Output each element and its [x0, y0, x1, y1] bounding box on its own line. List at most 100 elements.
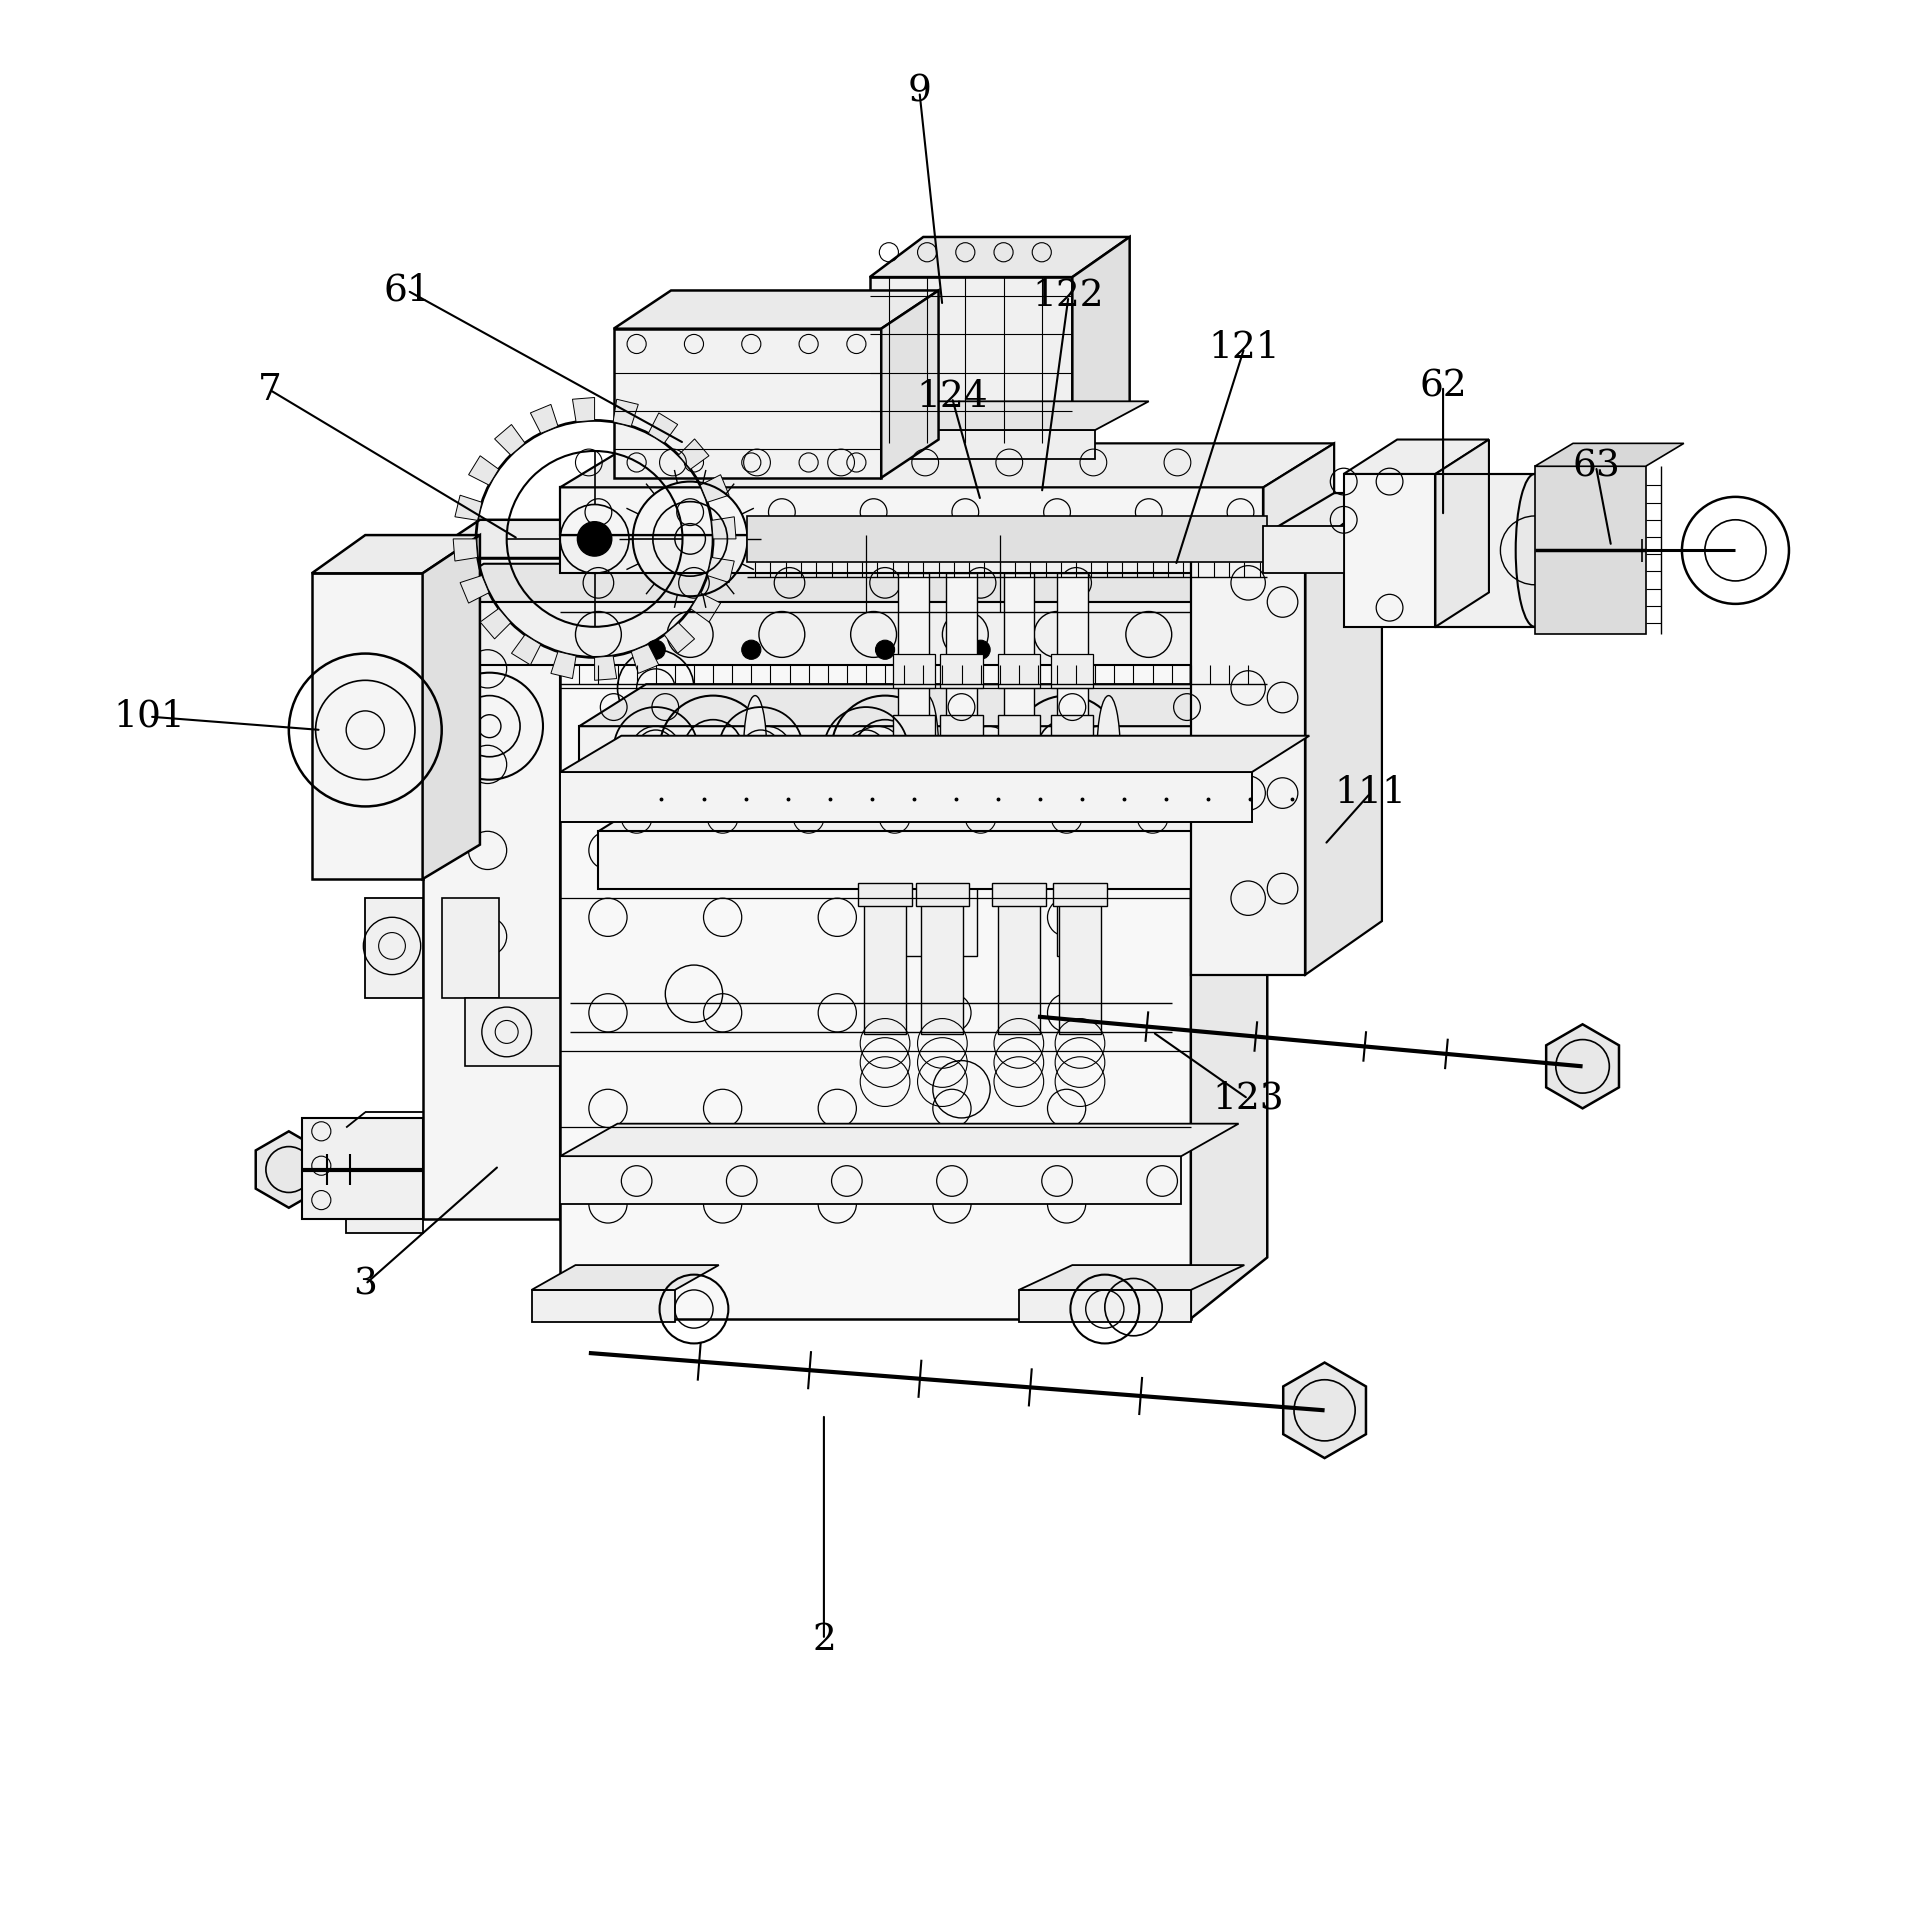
Polygon shape — [560, 493, 1267, 554]
Text: 124: 124 — [915, 380, 988, 415]
Polygon shape — [1258, 784, 1335, 889]
Polygon shape — [256, 1131, 321, 1208]
Polygon shape — [869, 277, 1073, 443]
Polygon shape — [531, 1265, 719, 1290]
Polygon shape — [560, 1124, 1238, 1156]
Polygon shape — [579, 726, 1248, 774]
Polygon shape — [613, 399, 638, 426]
Polygon shape — [598, 831, 1258, 889]
Polygon shape — [1190, 554, 1306, 975]
Bar — [992, 883, 1046, 906]
Bar — [1058, 573, 1088, 956]
Ellipse shape — [744, 696, 767, 803]
Polygon shape — [846, 430, 1096, 459]
Polygon shape — [1019, 1290, 1190, 1322]
Polygon shape — [679, 440, 710, 470]
Ellipse shape — [1098, 696, 1119, 803]
Polygon shape — [481, 608, 512, 638]
Bar — [1052, 654, 1094, 688]
Polygon shape — [1535, 443, 1685, 466]
Bar — [1060, 891, 1102, 1034]
Polygon shape — [1344, 440, 1488, 474]
Polygon shape — [423, 535, 481, 879]
Polygon shape — [1535, 466, 1646, 634]
Bar — [892, 715, 935, 787]
Circle shape — [971, 640, 990, 659]
Polygon shape — [1263, 526, 1344, 573]
Bar — [892, 654, 935, 688]
Bar — [946, 573, 977, 956]
Polygon shape — [1435, 440, 1488, 627]
Bar — [921, 891, 963, 1034]
Bar — [998, 891, 1040, 1034]
Polygon shape — [365, 803, 423, 870]
Bar — [858, 883, 912, 906]
Ellipse shape — [1515, 474, 1554, 627]
Polygon shape — [700, 474, 729, 503]
Polygon shape — [881, 290, 938, 478]
Text: 62: 62 — [1419, 369, 1467, 403]
Polygon shape — [1546, 1024, 1619, 1108]
Polygon shape — [560, 736, 1310, 772]
Polygon shape — [560, 520, 621, 1219]
Polygon shape — [302, 1118, 423, 1219]
Bar — [998, 654, 1040, 688]
Polygon shape — [456, 495, 483, 520]
Text: 123: 123 — [1211, 1082, 1285, 1116]
Text: 3: 3 — [354, 1267, 377, 1301]
Bar — [898, 573, 929, 956]
Polygon shape — [748, 516, 1267, 562]
Polygon shape — [690, 592, 721, 621]
Polygon shape — [312, 535, 481, 573]
Polygon shape — [846, 401, 1148, 430]
Polygon shape — [594, 655, 617, 680]
Polygon shape — [648, 413, 677, 443]
Polygon shape — [1344, 474, 1435, 627]
Text: 101: 101 — [113, 699, 185, 734]
Polygon shape — [1435, 474, 1535, 627]
Bar — [1004, 573, 1035, 956]
Polygon shape — [869, 237, 1129, 277]
Polygon shape — [631, 644, 660, 673]
Bar — [1054, 883, 1108, 906]
Polygon shape — [423, 602, 1267, 665]
Polygon shape — [613, 290, 938, 329]
Polygon shape — [442, 898, 500, 998]
Text: 9: 9 — [908, 75, 931, 109]
Polygon shape — [613, 329, 881, 478]
Polygon shape — [423, 564, 1325, 602]
Text: 111: 111 — [1335, 776, 1406, 810]
Polygon shape — [560, 487, 1263, 535]
Bar — [940, 715, 983, 787]
Polygon shape — [560, 443, 1335, 487]
Polygon shape — [560, 554, 1190, 1319]
Polygon shape — [560, 1156, 1181, 1204]
Ellipse shape — [1417, 474, 1454, 627]
Polygon shape — [1190, 493, 1383, 554]
Polygon shape — [365, 898, 423, 998]
Text: 61: 61 — [383, 273, 431, 308]
Polygon shape — [573, 397, 594, 422]
Bar — [915, 883, 969, 906]
Polygon shape — [512, 634, 540, 665]
Text: 2: 2 — [812, 1622, 837, 1657]
Bar — [1052, 715, 1094, 787]
Polygon shape — [1190, 493, 1267, 1319]
Polygon shape — [454, 539, 477, 562]
Polygon shape — [1306, 493, 1383, 975]
Polygon shape — [346, 1127, 423, 1233]
Ellipse shape — [915, 696, 938, 803]
Polygon shape — [469, 457, 498, 485]
Polygon shape — [312, 573, 423, 879]
Polygon shape — [598, 784, 1335, 831]
Polygon shape — [712, 516, 737, 539]
Polygon shape — [560, 493, 1267, 535]
Polygon shape — [560, 772, 1252, 822]
Polygon shape — [423, 520, 621, 558]
Circle shape — [875, 640, 894, 659]
Bar — [998, 715, 1040, 787]
Polygon shape — [460, 575, 488, 604]
Polygon shape — [550, 652, 577, 678]
Text: 7: 7 — [258, 373, 281, 407]
Polygon shape — [708, 558, 735, 583]
